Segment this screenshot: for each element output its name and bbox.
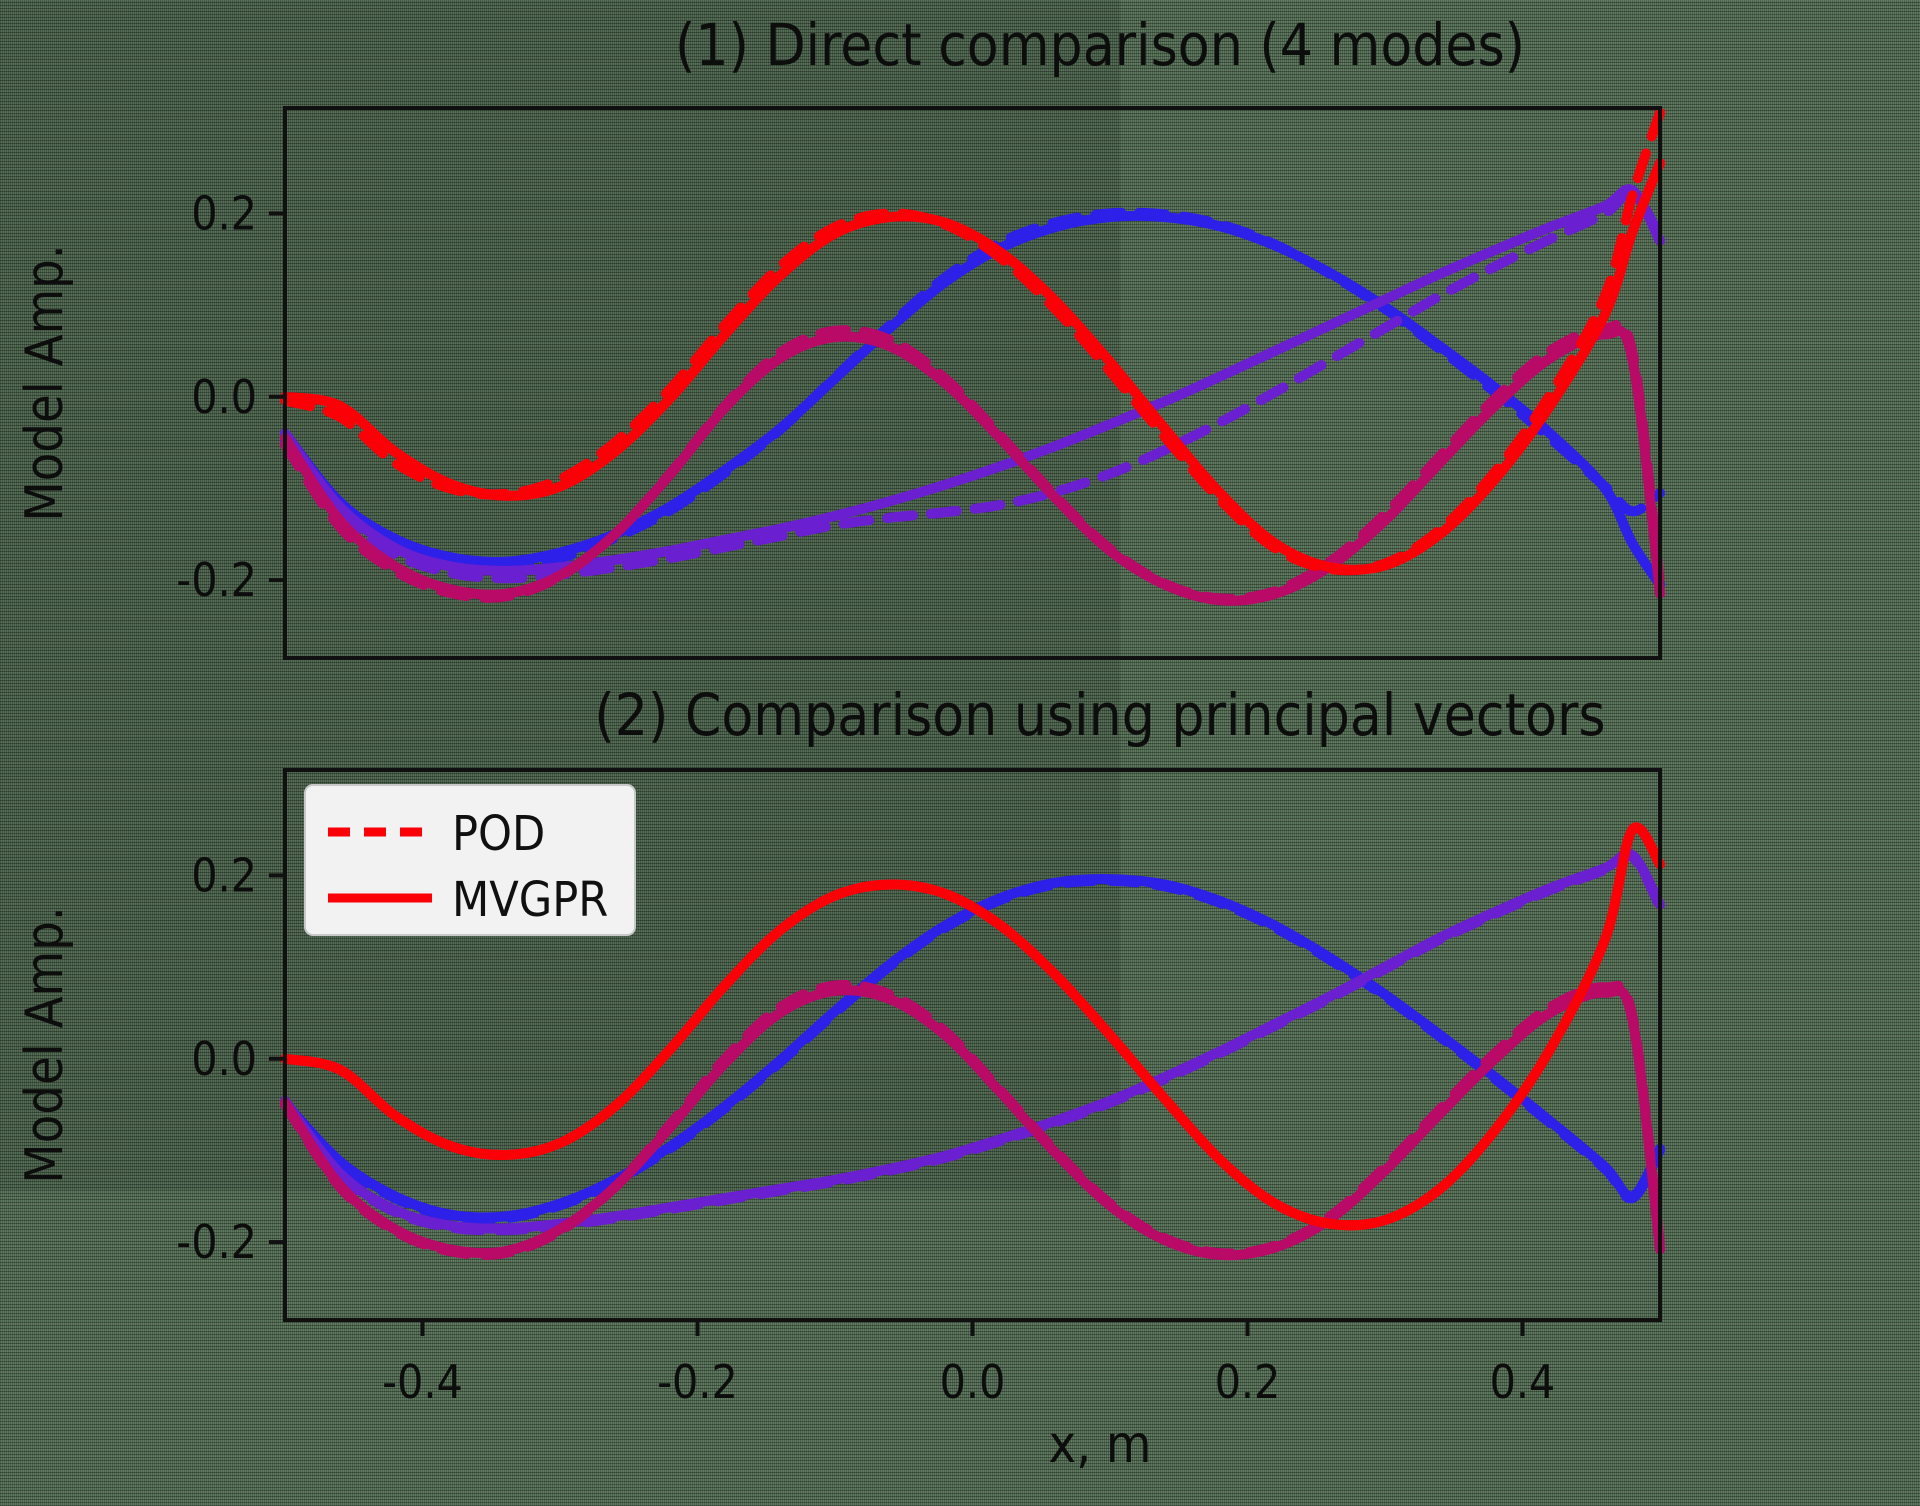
x-tick-label: 0.0 [940, 1355, 1006, 1409]
y-tick-label: 0.2 [191, 848, 257, 902]
series-mode-2-POD [280, 850, 1665, 1236]
panel-2-y-ticks: -0.2 0.0 0.2 [176, 848, 285, 1269]
x-axis-label: x, m [1049, 1415, 1152, 1475]
panel-1-title: (1) Direct comparison (4 modes) [675, 11, 1525, 79]
panel-2-ylabel: Model Amp. [15, 906, 75, 1183]
x-tick-label: -0.2 [657, 1355, 738, 1409]
panel-1-ylabel: Model Amp. [15, 244, 75, 521]
panel-2-x-ticks: -0.4 -0.2 0.0 0.2 0.4 [382, 1320, 1555, 1409]
figure-background-shade [0, 0, 1120, 1190]
series-mode-2-MVGPR [280, 184, 1665, 576]
panel-2-title: (2) Comparison using principal vectors [594, 681, 1605, 749]
series-mode-3-POD [280, 979, 1665, 1260]
x-tick-label: 0.4 [1490, 1355, 1556, 1409]
y-tick-label: 0.0 [191, 1032, 257, 1086]
panel-1-y-ticks: -0.2 0.0 0.2 [176, 186, 285, 607]
y-tick-label: 0.0 [191, 370, 257, 424]
series-mode-4-POD [280, 822, 1665, 1231]
x-tick-label: -0.4 [382, 1355, 463, 1409]
panel-1-curves [280, 107, 1665, 606]
panel-2-curves [280, 822, 1665, 1261]
y-tick-label: -0.2 [176, 553, 257, 607]
x-tick-label: 0.2 [1215, 1355, 1281, 1409]
y-tick-label: 0.2 [191, 186, 257, 240]
legend-label-pod: POD [452, 806, 545, 862]
legend[interactable]: POD MVGPR [304, 784, 636, 936]
panel-1: -0.2 0.0 0.2 [176, 106, 1665, 660]
panel-2: -0.2 0.0 0.2 -0.4 -0.2 0.0 0.2 0.4 [176, 768, 1665, 1409]
series-mode-4-POD [280, 107, 1665, 576]
panel-1-axes-frame [283, 106, 1662, 660]
y-tick-label: -0.2 [176, 1215, 257, 1269]
legend-label-mvgpr: MVGPR [452, 872, 608, 928]
series-mode-2-POD [280, 187, 1665, 584]
series-mode-3-POD [280, 319, 1665, 604]
